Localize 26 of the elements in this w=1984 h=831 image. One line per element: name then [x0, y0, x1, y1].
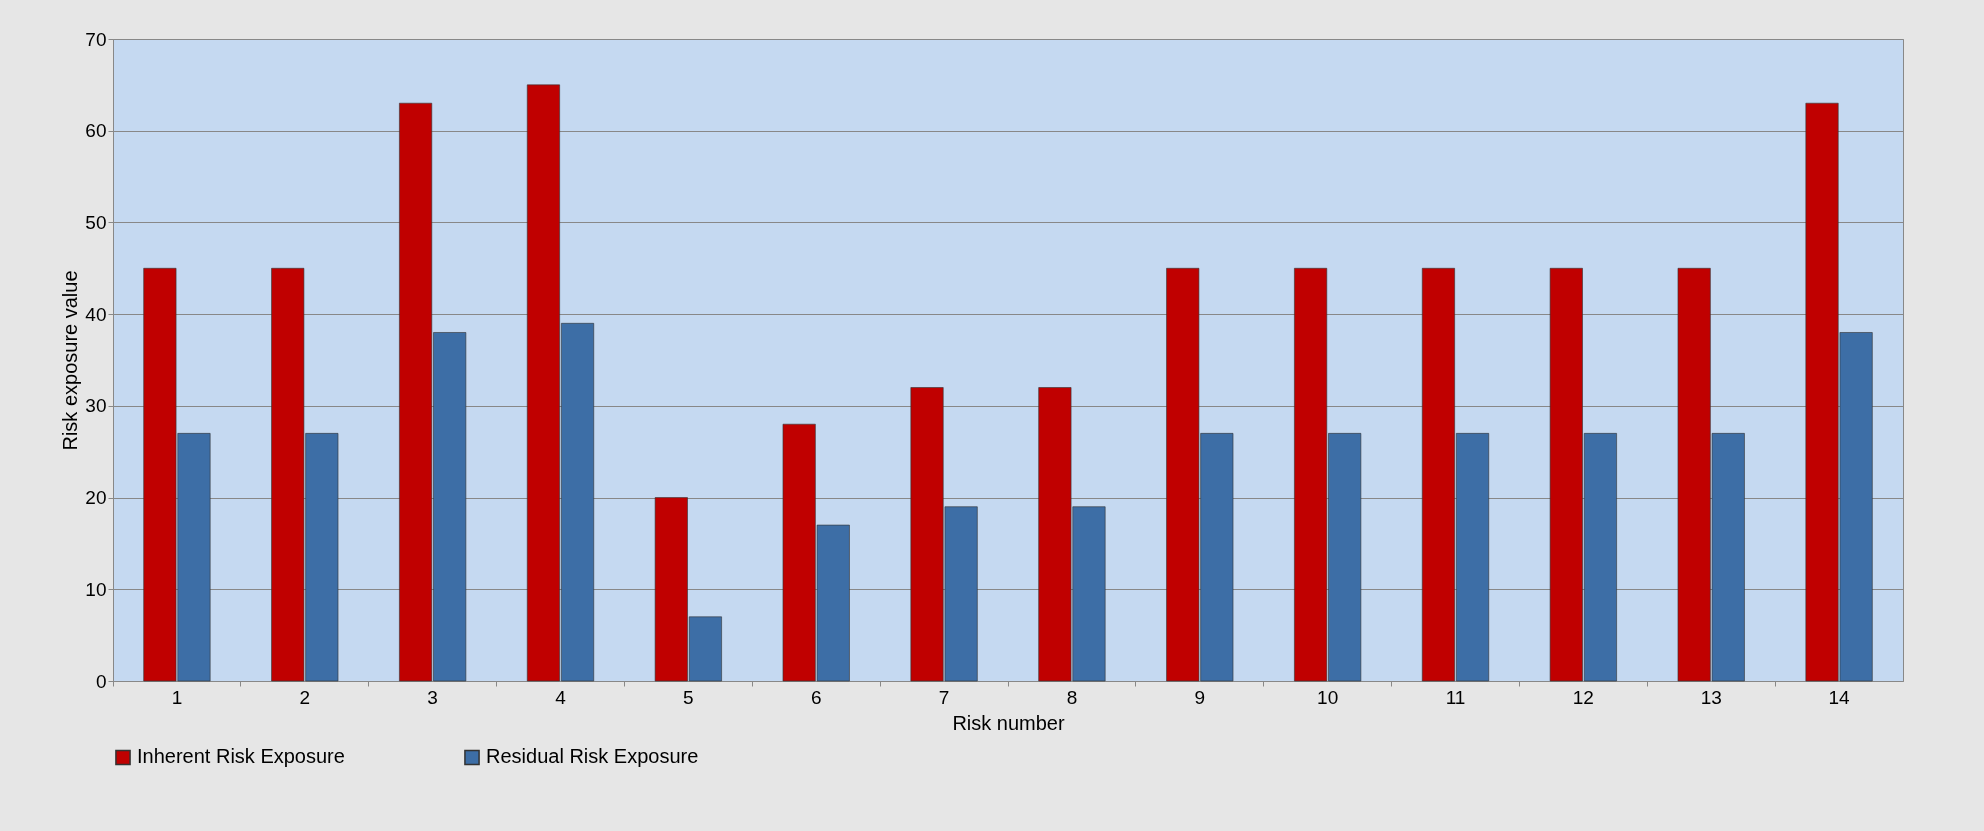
- x-tick-label: 13: [1700, 686, 1722, 708]
- x-tick-label: 11: [1445, 686, 1466, 708]
- x-tick-label: 6: [810, 686, 822, 708]
- y-tick-label: 10: [85, 578, 107, 600]
- x-tick-label: 10: [1317, 686, 1339, 708]
- x-axis-title: Risk number: [952, 711, 1065, 734]
- x-tick-label: 7: [938, 686, 950, 708]
- x-tick-label: 4: [555, 686, 567, 708]
- x-tick-label: 2: [299, 686, 311, 708]
- x-tick-label: 8: [1066, 686, 1078, 708]
- y-tick-label: 50: [85, 211, 107, 233]
- x-tick-label: 14: [1828, 686, 1851, 708]
- x-tick-label: 5: [683, 686, 694, 708]
- legend-label: Residual Risk Exposure: [486, 745, 699, 768]
- y-tick-label: 60: [85, 120, 107, 142]
- y-tick-label: 70: [85, 28, 107, 50]
- legend-label: Inherent Risk Exposure: [137, 745, 345, 768]
- x-tick-label: 3: [427, 686, 438, 708]
- y-axis-title: Risk exposure value: [59, 270, 82, 451]
- y-tick-label: 0: [95, 670, 107, 692]
- x-tick-label: 9: [1194, 686, 1206, 708]
- y-tick-label: 20: [85, 487, 107, 509]
- y-tick-label: 30: [85, 395, 107, 417]
- x-tick-label: 12: [1572, 686, 1594, 708]
- x-tick-label: 1: [171, 686, 183, 708]
- y-tick-label: 40: [85, 303, 107, 325]
